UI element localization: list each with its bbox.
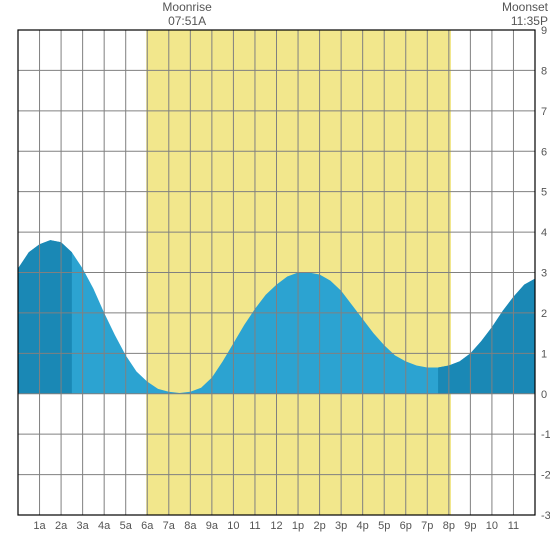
x-tick-label: 11 [508,520,519,532]
x-tick-label: 3a [77,520,90,532]
x-tick-label: 11 [249,520,260,532]
y-tick-label: 8 [541,65,547,77]
moonrise-label-block: Moonrise 07:51A [157,0,217,29]
moonset-time: 11:35P [511,14,548,28]
moonrise-time: 07:51A [168,14,206,28]
x-tick-label: 2p [313,520,325,532]
y-tick-label: 0 [541,389,547,401]
x-tick-label: 7p [421,520,433,532]
x-tick-label: 5a [120,520,133,532]
night-tide-0 [18,240,72,394]
x-tick-label: 10 [227,520,239,532]
y-tick-label: -3 [541,510,550,522]
y-tick-label: -2 [541,470,550,482]
x-tick-label: 6p [400,520,412,532]
x-tick-label: 1a [33,520,46,532]
x-tick-label: 10 [486,520,498,532]
x-tick-label: 4a [98,520,111,532]
moonset-label: Moonset [502,0,548,14]
y-tick-label: 6 [541,146,547,158]
x-tick-label: 2a [55,520,68,532]
x-tick-label: 9a [206,520,219,532]
y-tick-label: 2 [541,308,547,320]
x-tick-label: 3p [335,520,347,532]
y-tick-label: 1 [541,348,547,360]
moonrise-label: Moonrise [162,0,211,14]
moonset-label-block: Moonset 11:35P [488,0,548,29]
chart-svg: 1a2a3a4a5a6a7a8a9a1011121p2p3p4p5p6p7p8p… [0,0,550,550]
x-tick-label: 9p [464,520,476,532]
x-tick-label: 12 [270,520,282,532]
y-tick-label: 7 [541,106,547,118]
x-tick-label: 7a [163,520,176,532]
tide-chart: Moonrise 07:51A Moonset 11:35P 1a 2a 3a 4a 5… [0,0,550,550]
x-tick-label: 8a [184,520,197,532]
y-tick-label: 4 [541,227,547,239]
x-tick-label: 1p [292,520,304,532]
x-tick-label: 4p [357,520,369,532]
x-tick-label: 8p [443,520,455,532]
x-tick-label: 6a [141,520,154,532]
y-tick-label: 3 [541,268,547,280]
y-tick-label: 5 [541,187,547,199]
x-tick-label: 5p [378,520,390,532]
y-tick-label: -1 [541,429,550,441]
